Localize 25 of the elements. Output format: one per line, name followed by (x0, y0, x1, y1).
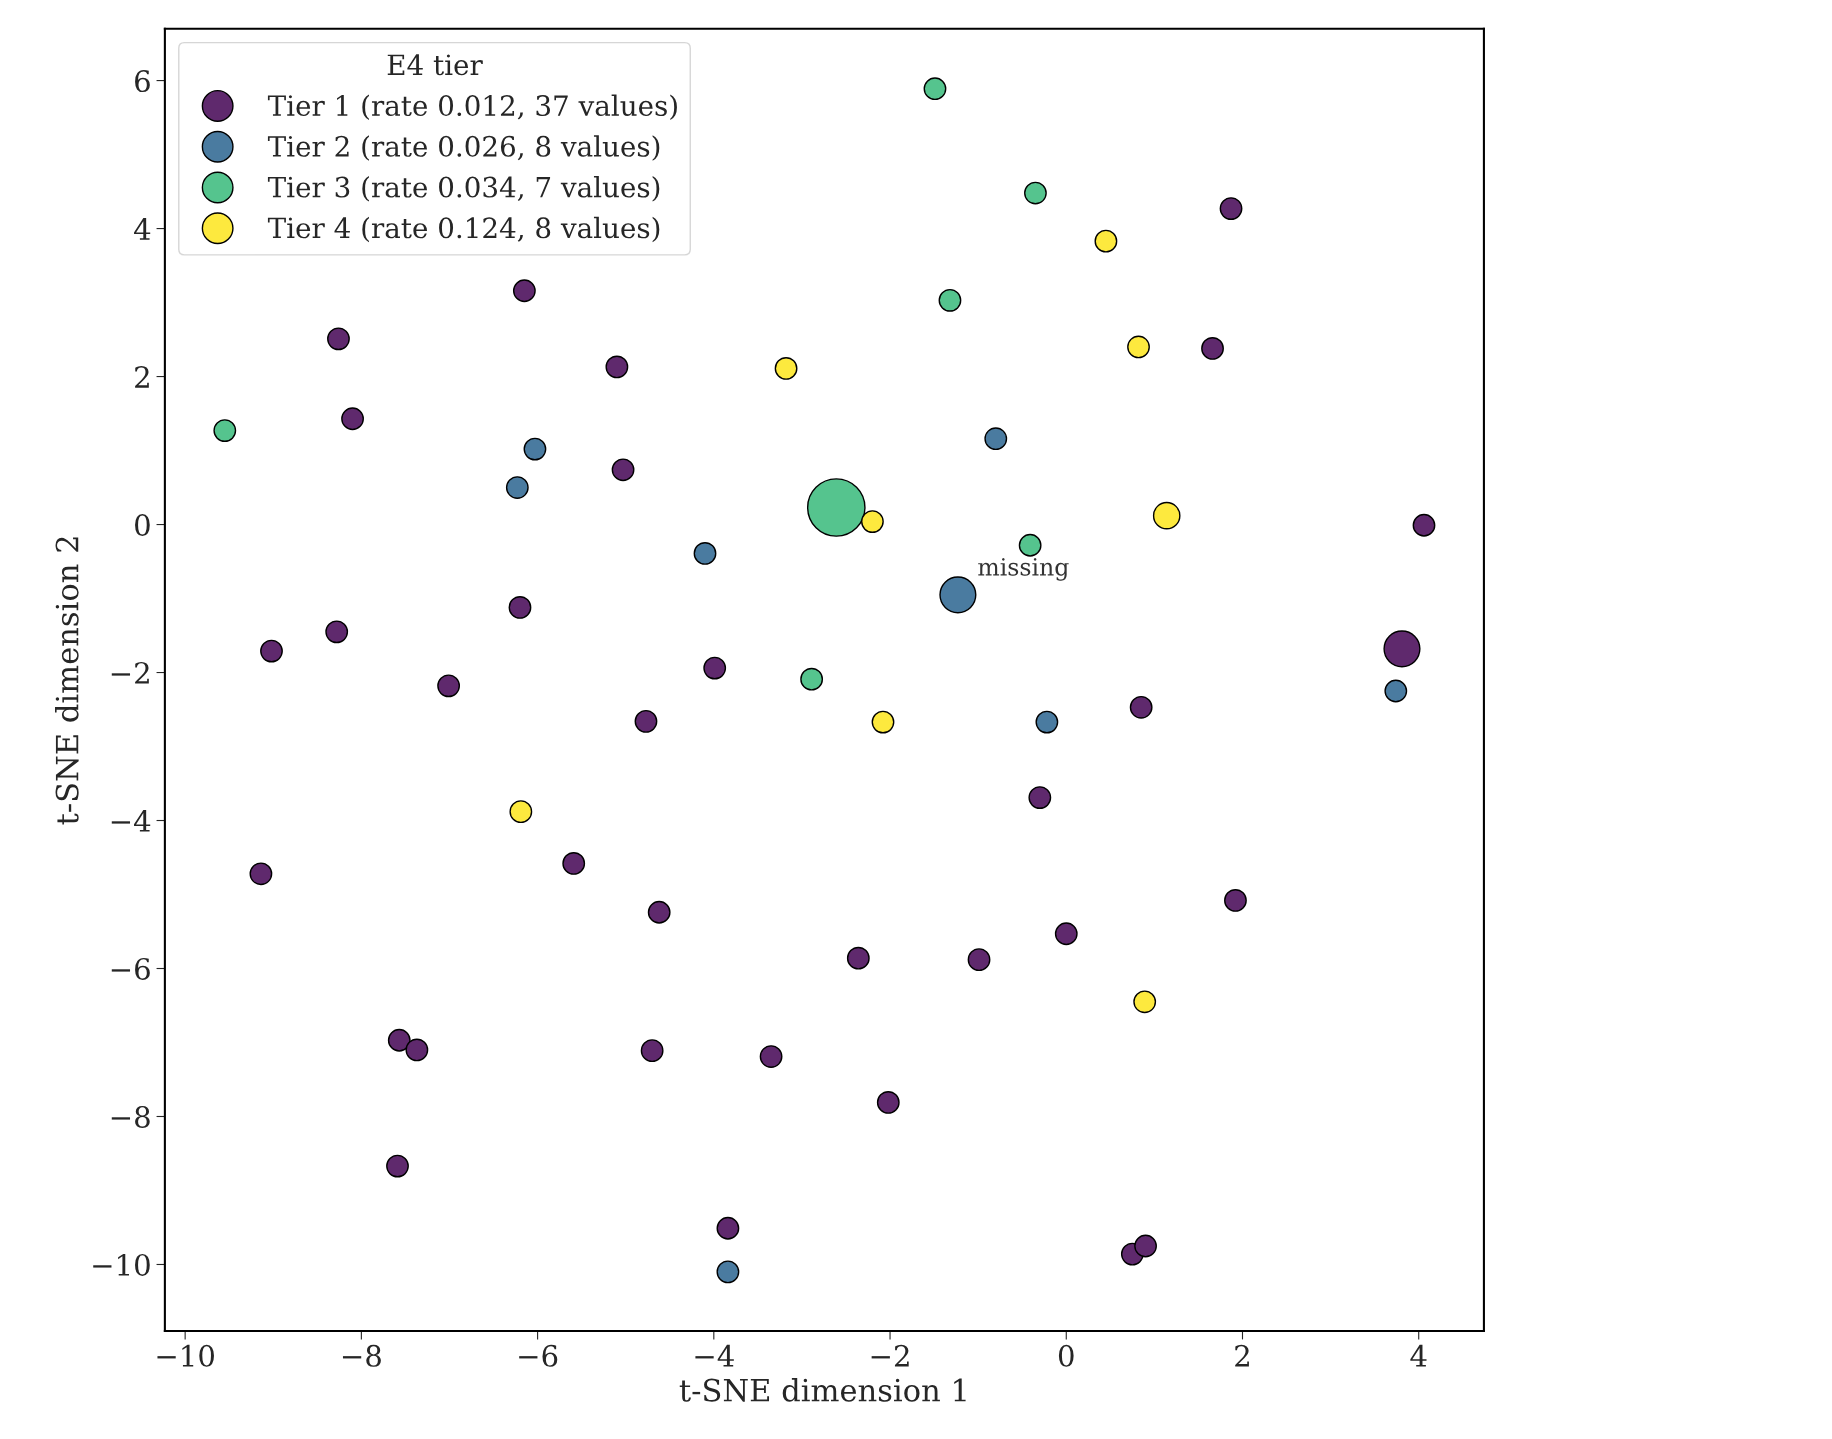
y-tick-label: −4 (111, 809, 151, 832)
legend-label: Tier 3 (rate 0.034, 7 values) (267, 176, 660, 202)
x-axis-title: t-SNE dimension 1 (679, 1378, 966, 1402)
y-tick-label: 4 (134, 218, 151, 240)
annotation: missing (978, 558, 1069, 581)
y-tick-label: −10 (93, 1253, 150, 1276)
x-tick-label: −10 (157, 1344, 214, 1367)
y-tick-label: 0 (135, 513, 150, 537)
y-tick-label: 2 (135, 365, 149, 388)
y-tick-label: −6 (111, 957, 150, 980)
y-axis-title: t-SNE dimension 2 (55, 537, 79, 825)
x-tick-label: −6 (519, 1344, 558, 1367)
legend-title: E4 tier (387, 54, 483, 76)
legend-label: Tier 1 (rate 0.012, 37 values) (267, 94, 677, 120)
y-tick-label: −2 (111, 661, 149, 684)
x-tick-label: 2 (1235, 1344, 1249, 1367)
x-tick-label: −8 (342, 1344, 381, 1367)
x-tick-label: 4 (1410, 1344, 1427, 1367)
y-tick-label: −8 (111, 1105, 150, 1128)
legend-label: Tier 4 (rate 0.124, 8 values) (267, 216, 660, 243)
x-tick-label: −4 (695, 1344, 734, 1367)
x-tick-label: 0 (1058, 1344, 1074, 1367)
x-tick-label: −2 (871, 1344, 909, 1367)
legend-label: Tier 2 (rate 0.026, 8 values) (267, 135, 660, 161)
y-tick-label: 6 (135, 70, 150, 93)
